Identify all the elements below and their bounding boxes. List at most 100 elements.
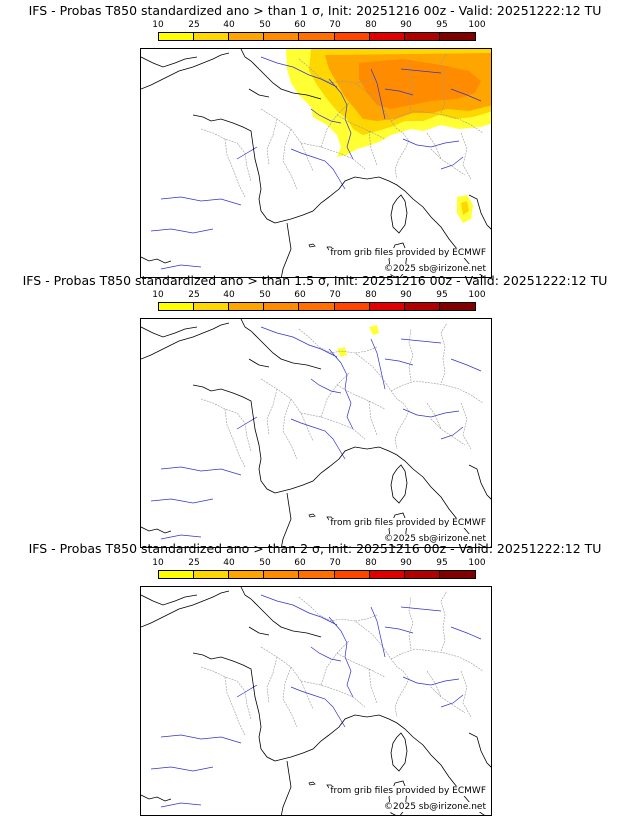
source-credit: from grib files provided by ECMWF: [329, 786, 487, 796]
colorbar: [158, 302, 476, 311]
colorbar-tick-label: 25: [188, 558, 200, 568]
colorbar-segment: [369, 33, 405, 40]
colorbar-tick-label: 80: [365, 20, 377, 30]
colorbar-segment: [299, 571, 335, 578]
colorbar-tick-label: 80: [365, 290, 377, 300]
panel-title: IFS - Probas T850 standardized ano > tha…: [22, 273, 608, 288]
copyright-credit: ©2025 sb@irizone.net: [383, 802, 487, 812]
map-panel-2sigma: IFS - Probas T850 standardized ano > tha…: [0, 538, 630, 816]
colorbar-segment: [264, 571, 300, 578]
colorbar-tick-label: 95: [436, 558, 448, 568]
colorbar-segment: [369, 303, 405, 310]
colorbar-tick-label: 95: [436, 290, 448, 300]
colorbar-tick-label: 100: [468, 290, 486, 300]
colorbar-tick-label: 40: [223, 290, 235, 300]
colorbar: [158, 32, 476, 41]
colorbar-tick-label: 90: [400, 558, 412, 568]
coastline: [141, 587, 491, 815]
colorbar-tick-label: 60: [294, 558, 306, 568]
colorbar-segment: [404, 33, 440, 40]
source-credit: from grib files provided by ECMWF: [329, 248, 487, 258]
colorbar: [158, 570, 476, 579]
colorbar-segment: [334, 571, 370, 578]
colorbar-segment: [369, 571, 405, 578]
colorbar-segment: [334, 33, 370, 40]
admin-borders: [200, 52, 484, 198]
colorbar-tick-label: 40: [223, 558, 235, 568]
map-drawing: [141, 319, 491, 547]
coastline: [141, 319, 491, 547]
probability-map: from grib files provided by ECMWF ©2025 …: [140, 48, 492, 278]
colorbar-tick-label: 10: [152, 290, 164, 300]
panel-title: IFS - Probas T850 standardized ano > tha…: [28, 3, 602, 18]
colorbar-tick-label: 100: [468, 558, 486, 568]
colorbar-segment: [439, 33, 475, 40]
map-panel-1.5sigma: IFS - Probas T850 standardized ano > tha…: [0, 270, 630, 548]
colorbar-tick-label: 10: [152, 558, 164, 568]
colorbar-tick-label: 70: [329, 20, 341, 30]
rivers: [150, 594, 482, 808]
colorbar-segment: [264, 33, 300, 40]
colorbar-ticks: 10 25 40 50 60 70 80 90 95 100: [141, 20, 501, 30]
colorbar-tick-label: 90: [400, 290, 412, 300]
colorbar-segment: [229, 571, 265, 578]
colorbar-tick-label: 25: [188, 20, 200, 30]
colorbar-segment: [229, 33, 265, 40]
source-credit: from grib files provided by ECMWF: [329, 518, 487, 528]
colorbar-tick-label: 60: [294, 290, 306, 300]
colorbar-segment: [159, 33, 195, 40]
admin-borders: [200, 322, 484, 468]
colorbar-tick-label: 60: [294, 20, 306, 30]
sardinia-coast: [388, 242, 408, 277]
corsica-coast: [390, 464, 408, 504]
colorbar-segment: [299, 33, 335, 40]
colorbar-segment: [194, 303, 230, 310]
colorbar-tick-label: 95: [436, 20, 448, 30]
colorbar-tick-label: 50: [259, 558, 271, 568]
colorbar-tick-label: 50: [259, 20, 271, 30]
panel-title: IFS - Probas T850 standardized ano > tha…: [28, 541, 602, 556]
corsica-coast: [390, 194, 408, 234]
colorbar-segment: [194, 571, 230, 578]
probability-area: [359, 59, 481, 109]
colorbar-segment: [334, 303, 370, 310]
colorbar-segment: [194, 33, 230, 40]
rivers: [150, 56, 482, 270]
rivers: [150, 326, 482, 540]
colorbar-tick-label: 80: [365, 558, 377, 568]
colorbar-segment: [159, 303, 195, 310]
probability-area: [461, 201, 469, 215]
probability-area: [337, 347, 347, 357]
probability-area: [369, 325, 379, 335]
colorbar-segment: [159, 571, 195, 578]
colorbar-ticks: 10 25 40 50 60 70 80 90 95 100: [141, 290, 501, 300]
copyright-credit: ©2025 sb@irizone.net: [383, 264, 487, 274]
colorbar-tick-label: 10: [152, 20, 164, 30]
coastline: [141, 49, 491, 277]
colorbar-segment: [404, 571, 440, 578]
copyright-credit: ©2025 sb@irizone.net: [383, 534, 487, 544]
colorbar-segment: [439, 571, 475, 578]
colorbar-tick-label: 70: [329, 558, 341, 568]
colorbar-segment: [439, 303, 475, 310]
admin-borders: [200, 590, 484, 736]
sardinia-coast: [388, 780, 408, 815]
map-drawing: [141, 587, 491, 815]
probability-map: from grib files provided by ECMWF ©2025 …: [140, 318, 492, 548]
colorbar-tick-label: 25: [188, 290, 200, 300]
colorbar-segment: [299, 303, 335, 310]
map-panel-1sigma: IFS - Probas T850 standardized ano > tha…: [0, 0, 630, 278]
colorbar-tick-label: 70: [329, 290, 341, 300]
colorbar-segment: [264, 303, 300, 310]
colorbar-segment: [404, 303, 440, 310]
colorbar-segment: [229, 303, 265, 310]
colorbar-ticks: 10 25 40 50 60 70 80 90 95 100: [141, 558, 501, 568]
probability-map: from grib files provided by ECMWF ©2025 …: [140, 586, 492, 816]
map-drawing: [141, 49, 491, 277]
sardinia-coast: [388, 512, 408, 547]
corsica-coast: [390, 732, 408, 772]
colorbar-tick-label: 40: [223, 20, 235, 30]
colorbar-tick-label: 90: [400, 20, 412, 30]
colorbar-tick-label: 50: [259, 290, 271, 300]
colorbar-tick-label: 100: [468, 20, 486, 30]
